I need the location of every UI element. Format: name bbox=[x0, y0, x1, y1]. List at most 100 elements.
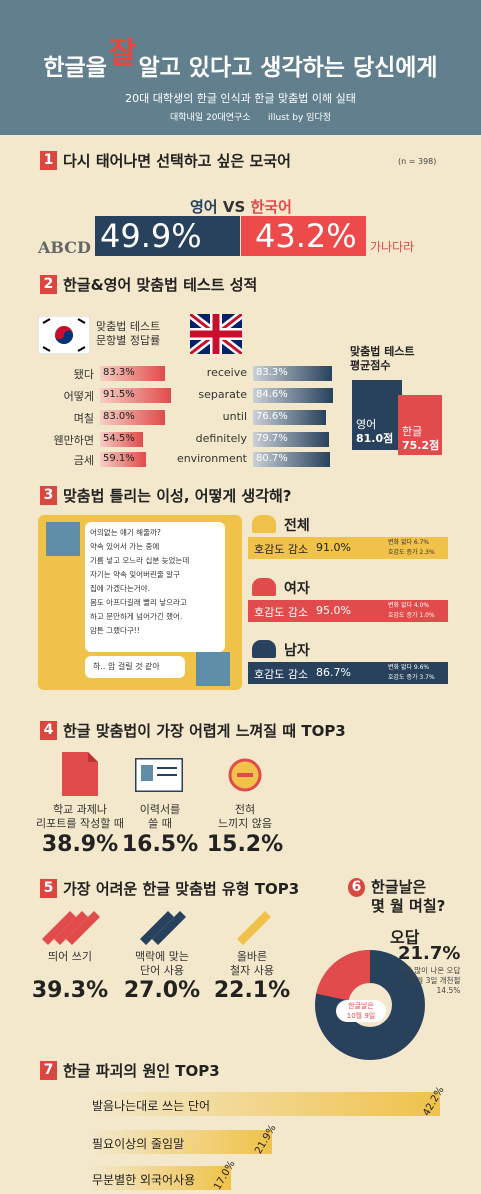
section-number: 1 bbox=[40, 151, 57, 170]
value-label: 84.6% bbox=[256, 389, 288, 400]
value-label: 43.2% bbox=[255, 217, 357, 255]
bar bbox=[90, 1130, 272, 1154]
message-line: 몸도 아프다길래 빨리 낳으라고 bbox=[90, 598, 187, 607]
note-line: 10월 3일 개천절 bbox=[406, 976, 461, 985]
value-label: 91.5% bbox=[103, 389, 135, 400]
item-text: 맥락에 맞는 단어 사용 bbox=[102, 950, 222, 978]
decor-text: ABCD bbox=[38, 238, 91, 257]
title-emphasis: 잘 bbox=[108, 36, 137, 71]
korea-flag bbox=[38, 316, 90, 354]
decor-text: 가나다라 bbox=[370, 240, 415, 254]
caption-line: 맞춤법 테스트 bbox=[96, 320, 161, 333]
center-badge: 한글날은 10월 9일 bbox=[336, 1000, 386, 1022]
bar bbox=[95, 216, 240, 256]
word-label: 금세 bbox=[73, 454, 94, 467]
value-label: 76.6% bbox=[256, 411, 288, 422]
text-line: 느끼지 않음 bbox=[217, 817, 273, 830]
item-value: 16.5% bbox=[121, 832, 199, 857]
result-bar bbox=[248, 537, 448, 559]
bar bbox=[100, 366, 165, 381]
section-heading: 7 한글 파괴의 원인 TOP3 bbox=[40, 1060, 220, 1081]
cause-label: 무분별한 외국어사용 bbox=[92, 1173, 196, 1187]
text-line: 맥락에 맞는 bbox=[134, 950, 190, 963]
wrong-label: 오답 bbox=[390, 928, 420, 947]
section-heading: 3 맞춤법 틀리는 이성, 어떻게 생각해? bbox=[40, 485, 292, 506]
item-text: 이력서를 쓸 때 bbox=[100, 803, 220, 831]
note-line: 가장 많이 나온 오답 bbox=[398, 966, 461, 975]
section-title: 맞춤법 틀리는 이성, 어떻게 생각해? bbox=[63, 487, 292, 505]
chat-reply: 하.. 암 걸릴 것 같아 bbox=[85, 656, 185, 678]
message-line: 하고 문안하게 넘어가긴 했어. bbox=[90, 612, 183, 621]
score-value: 75.2점 bbox=[402, 439, 440, 452]
bar bbox=[100, 452, 147, 467]
result-bar bbox=[248, 662, 448, 684]
text-line: 전혀 bbox=[234, 803, 256, 816]
value-label: 83.3% bbox=[256, 367, 288, 378]
section-title: 한글날은 몇 월 며칠? bbox=[371, 878, 445, 916]
item-value: 38.9% bbox=[41, 832, 119, 857]
text-line: 쓸 때 bbox=[148, 817, 172, 830]
result-other: 호감도 증가 3.7% bbox=[388, 674, 435, 681]
bar bbox=[241, 216, 367, 256]
bar bbox=[253, 366, 333, 381]
group-name: 남자 bbox=[284, 643, 310, 659]
section-title: 한글&영어 맞춤법 테스트 성적 bbox=[63, 276, 258, 294]
score-card bbox=[398, 395, 442, 455]
result-label: 호감도 감소 bbox=[254, 606, 309, 619]
center-line: 한글날은 bbox=[348, 1002, 374, 1010]
section-title: 한글 맞춤법이 가장 어렵게 느껴질 때 TOP3 bbox=[63, 722, 346, 740]
text-line: 단어 사용 bbox=[140, 964, 184, 977]
vs: VS bbox=[222, 198, 246, 216]
section-number: 7 bbox=[40, 1061, 57, 1080]
message-line: 기름 넣고 오느라 십분 늦었는데 bbox=[90, 556, 190, 565]
wrong-value: 21.7% bbox=[398, 943, 461, 964]
item-text: 띄어 쓰기 bbox=[10, 950, 130, 964]
score: 영어 81.0점 bbox=[356, 418, 393, 446]
word-label: separate bbox=[198, 388, 247, 401]
document-icon bbox=[62, 752, 98, 796]
item-text: 학교 과제나 리포트를 작성할 때 bbox=[20, 803, 140, 831]
publisher: 대학내일 20대연구소 bbox=[170, 113, 251, 123]
section-number: 2 bbox=[40, 275, 57, 294]
title-part: 한글을 bbox=[43, 55, 107, 81]
section-heading: 5 가장 어려운 한글 맞춤법 유형 TOP3 bbox=[40, 878, 299, 899]
section-number: 5 bbox=[40, 879, 57, 898]
word-label: receive bbox=[206, 366, 247, 379]
group-icon bbox=[252, 640, 276, 658]
text-line: 학교 과제나 bbox=[52, 803, 108, 816]
note-value: 14.5% bbox=[436, 986, 461, 995]
center-line: 10월 9일 bbox=[346, 1012, 376, 1020]
item-value: 39.3% bbox=[31, 978, 109, 1003]
right-name: 한국어 bbox=[250, 198, 292, 216]
result-label: 호감도 감소 bbox=[254, 543, 309, 556]
pencils-icon bbox=[42, 911, 100, 945]
chat-bubble: 어의없는 얘기 해줄까? 약속 있어서 가는 중에 기름 넣고 오느라 십분 늦었는… bbox=[85, 522, 225, 652]
section-title: 가장 어려운 한글 맞춤법 유형 TOP3 bbox=[63, 880, 300, 898]
section-number: 4 bbox=[40, 721, 57, 740]
versus: 영어 VS 한국어 bbox=[190, 196, 292, 217]
resume-icon bbox=[135, 758, 183, 792]
word-label: 됐다 bbox=[73, 368, 94, 381]
uk-flag bbox=[190, 314, 242, 354]
value-label: 79.7% bbox=[256, 433, 288, 444]
bar bbox=[90, 1092, 441, 1116]
section-title: 다시 태어나면 선택하고 싶은 모국어 bbox=[63, 152, 291, 170]
result-value: 95.0% bbox=[316, 604, 351, 617]
illustrator: illust by 임다정 bbox=[268, 113, 332, 123]
section-number: 3 bbox=[40, 486, 57, 505]
value-label: 83.3% bbox=[103, 367, 135, 378]
item-value: 27.0% bbox=[123, 978, 201, 1003]
bar bbox=[90, 1166, 232, 1190]
title-part: 알고 있다고 생각하는 당신에게 bbox=[138, 55, 438, 81]
bar bbox=[253, 452, 330, 467]
message-line: 어의없는 얘기 해줄까? bbox=[90, 528, 161, 537]
header-band bbox=[0, 0, 481, 135]
message-line: 암튼 그랬다구!! bbox=[90, 626, 140, 635]
sample-note: (n = 398) bbox=[398, 157, 437, 166]
word-label: 어떻게 bbox=[63, 390, 94, 403]
result-other: 변화 없다 9.6% bbox=[388, 664, 430, 671]
caption-line: 평균점수 bbox=[350, 359, 391, 372]
value-label: 59.1% bbox=[103, 453, 135, 464]
score-card bbox=[352, 380, 402, 450]
